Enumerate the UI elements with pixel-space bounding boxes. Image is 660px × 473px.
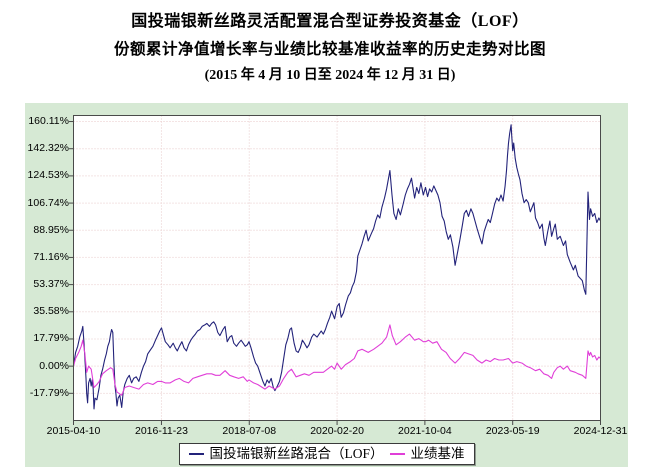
x-tick-label: 2015-04-10 bbox=[46, 425, 101, 437]
y-tick-label: 17.79% bbox=[33, 332, 69, 345]
x-tick-label: 2023-05-19 bbox=[485, 425, 540, 437]
y-tick-label: 124.53% bbox=[27, 169, 69, 182]
y-tick-label: 53.37% bbox=[33, 278, 69, 291]
x-tick-label: 2024-12-31 bbox=[573, 425, 628, 437]
y-tick-label: 88.95% bbox=[33, 223, 69, 236]
y-tick-label: 160.11% bbox=[28, 115, 69, 128]
legend-label-benchmark: 业绩基准 bbox=[410, 446, 465, 461]
chart-canvas bbox=[69, 115, 601, 425]
y-tick-label: 0.00% bbox=[39, 359, 69, 372]
x-tick-label: 2020-02-20 bbox=[310, 425, 364, 437]
chart-panel: 160.11% 142.32% 124.53% 106.74% 88.95% 71.16%… bbox=[25, 103, 628, 467]
y-tick-label: 106.74% bbox=[27, 196, 69, 209]
y-tick-label: 35.58% bbox=[33, 305, 69, 318]
benchmark-line-sample-icon bbox=[389, 452, 405, 455]
x-tick-label: 2021-10-04 bbox=[398, 425, 452, 437]
page-subtitle: 份额累计净值增长率与业绩比较基准收益率的历史走势对比图 bbox=[113, 41, 546, 58]
page-title: 国投瑞银新丝路灵活配置混合型证券投资基金（LOF） bbox=[131, 13, 529, 30]
date-range-label: (2015 年 4 月 10 日至 2024 年 12 月 31 日) bbox=[204, 68, 456, 83]
y-tick-label: 71.16% bbox=[33, 250, 69, 263]
y-tick-label: -17.79% bbox=[29, 386, 69, 399]
x-tick-label: 2016-11-23 bbox=[134, 425, 188, 437]
legend-label-fund: 国投瑞银新丝路混合（LOF） bbox=[209, 446, 384, 461]
legend: 国投瑞银新丝路混合（LOF） 业绩基准 bbox=[178, 443, 475, 465]
y-tick-label: 142.32% bbox=[27, 142, 69, 155]
x-tick-label: 2018-07-08 bbox=[222, 425, 277, 437]
fund-line-sample-icon bbox=[188, 452, 204, 455]
title-block: 国投瑞银新丝路灵活配置混合型证券投资基金（LOF） 份额累计净值增长率与业绩比较… bbox=[0, 8, 660, 89]
